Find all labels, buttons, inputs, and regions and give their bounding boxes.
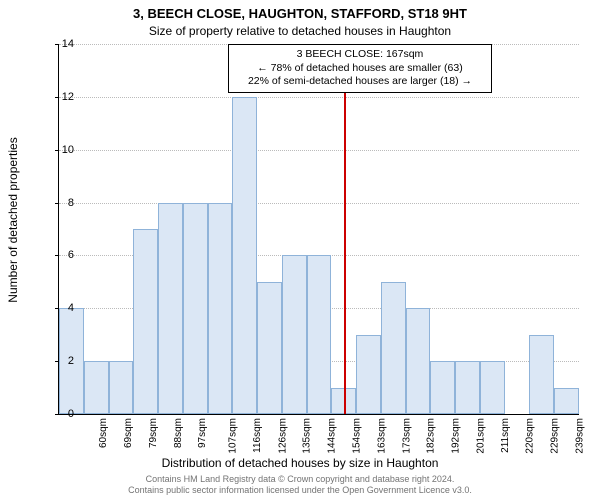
ytick-label: 6: [44, 249, 74, 261]
bar: [529, 335, 554, 414]
xtick-label: 79sqm: [148, 418, 159, 448]
footer: Contains HM Land Registry data © Crown c…: [0, 474, 600, 496]
footer-line-2: Contains public sector information licen…: [0, 485, 600, 496]
xtick-label: 107sqm: [228, 418, 239, 454]
info-line-1: 3 BEECH CLOSE: 167sqm: [233, 48, 487, 62]
bar: [307, 255, 332, 414]
ytick-label: 4: [44, 302, 74, 314]
xtick-label: 69sqm: [123, 418, 134, 448]
bar: [282, 255, 307, 414]
xtick-label: 97sqm: [197, 418, 208, 448]
bar: [455, 361, 480, 414]
bar: [109, 361, 134, 414]
bar: [257, 282, 282, 414]
bar: [84, 361, 109, 414]
xtick-label: 135sqm: [302, 418, 313, 454]
ytick-label: 10: [44, 144, 74, 156]
bar: [183, 203, 208, 414]
chart-container: 3, BEECH CLOSE, HAUGHTON, STAFFORD, ST18…: [0, 0, 600, 500]
xtick-label: 229sqm: [550, 418, 561, 454]
ytick-label: 12: [44, 91, 74, 103]
bar: [430, 361, 455, 414]
xtick-label: 144sqm: [327, 418, 338, 454]
ytick-label: 8: [44, 197, 74, 209]
ytick-label: 2: [44, 355, 74, 367]
x-axis-label: Distribution of detached houses by size …: [0, 456, 600, 470]
xtick-label: 220sqm: [525, 418, 536, 454]
bar: [554, 388, 579, 414]
plot-area: 60sqm69sqm79sqm88sqm97sqm107sqm116sqm126…: [58, 44, 579, 415]
gridline: [59, 97, 579, 98]
xtick-label: 173sqm: [401, 418, 412, 454]
xtick-label: 192sqm: [451, 418, 462, 454]
chart-title-main: 3, BEECH CLOSE, HAUGHTON, STAFFORD, ST18…: [0, 6, 600, 21]
bar: [208, 203, 233, 414]
xtick-label: 163sqm: [376, 418, 387, 454]
xtick-label: 239sqm: [574, 418, 585, 454]
info-box: 3 BEECH CLOSE: 167sqm ← 78% of detached …: [228, 44, 492, 93]
ytick-label: 0: [44, 408, 74, 420]
xtick-label: 126sqm: [277, 418, 288, 454]
bar: [158, 203, 183, 414]
xtick-label: 201sqm: [475, 418, 486, 454]
chart-title-sub: Size of property relative to detached ho…: [0, 24, 600, 38]
xtick-label: 88sqm: [173, 418, 184, 448]
xtick-label: 60sqm: [98, 418, 109, 448]
bar: [356, 335, 381, 414]
xtick-label: 116sqm: [252, 418, 263, 453]
bar: [133, 229, 158, 414]
bar: [480, 361, 505, 414]
xtick-label: 182sqm: [426, 418, 437, 454]
info-line-3: 22% of semi-detached houses are larger (…: [233, 75, 487, 89]
gridline: [59, 150, 579, 151]
bar: [232, 97, 257, 414]
reference-line: [344, 44, 346, 414]
ytick-label: 14: [44, 38, 74, 50]
xtick-label: 211sqm: [499, 418, 510, 453]
xtick-label: 154sqm: [352, 418, 363, 454]
bar: [406, 308, 431, 414]
footer-line-1: Contains HM Land Registry data © Crown c…: [0, 474, 600, 485]
info-line-2: ← 78% of detached houses are smaller (63…: [233, 62, 487, 76]
bar: [381, 282, 406, 414]
gridline: [59, 203, 579, 204]
